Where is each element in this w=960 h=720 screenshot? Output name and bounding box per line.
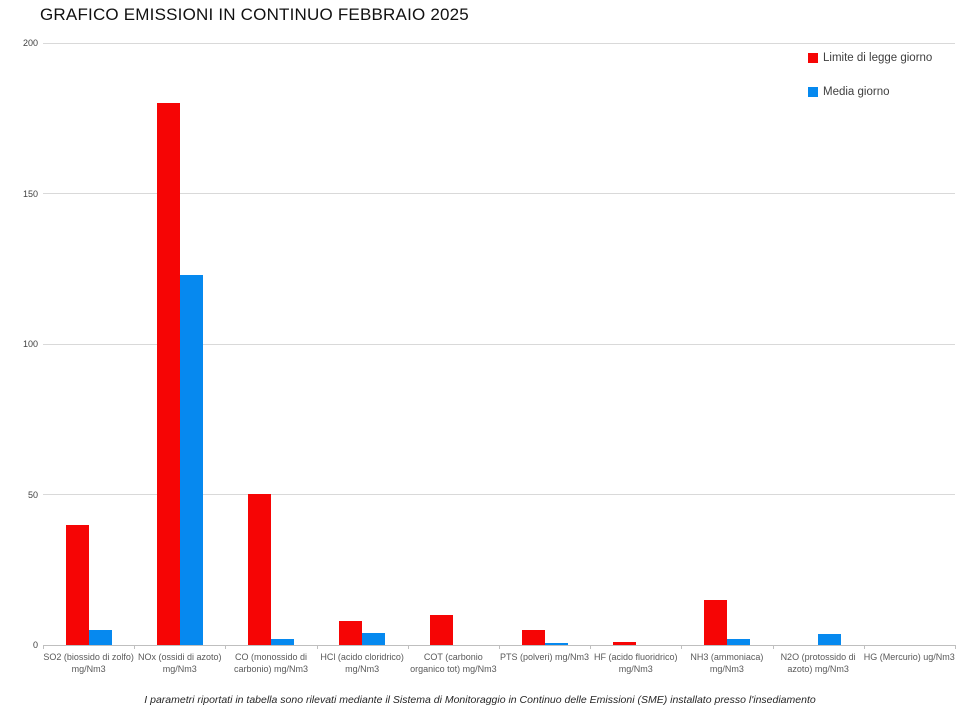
x-axis-tick xyxy=(134,645,136,649)
bar-group xyxy=(43,43,134,645)
bar-media xyxy=(88,630,112,645)
x-axis-label: PTS (polveri) mg/Nm3 xyxy=(500,652,590,662)
bar-media xyxy=(270,639,294,645)
x-axis-label: N2O (protossido di azoto) mg/Nm3 xyxy=(780,652,856,675)
bar-group xyxy=(773,43,864,645)
x-axis-label: HCl (acido cloridrico) mg/Nm3 xyxy=(320,652,404,675)
x-axis-tick xyxy=(316,645,318,649)
legend-swatch-red-icon xyxy=(808,53,818,63)
legend-item-media: Media giorno xyxy=(808,86,932,98)
bar-media xyxy=(179,275,203,645)
x-axis-tick xyxy=(499,645,500,649)
chart-title: GRAFICO EMISSIONI IN CONTINUO FEBBRAIO 2… xyxy=(40,5,469,24)
legend-label-media: Media giorno xyxy=(823,86,890,98)
y-tick-label: 150 xyxy=(22,188,38,199)
y-tick-label: 100 xyxy=(22,339,38,349)
bar-group xyxy=(864,43,955,645)
plot-area xyxy=(43,42,955,646)
x-axis-label: CO (monossido di carbonio) mg/Nm3 xyxy=(233,652,308,675)
bar-limite xyxy=(430,615,454,645)
x-axis-tick xyxy=(43,645,44,649)
legend-item-limite: Limite di legge giorno xyxy=(808,52,932,64)
gridline xyxy=(43,193,955,194)
x-axis-tick xyxy=(590,645,592,649)
x-axis-tick xyxy=(225,645,227,649)
bar-limite xyxy=(703,600,727,645)
gridline xyxy=(43,42,955,44)
footnote: I parametri riportati in tabella sono ri… xyxy=(144,694,816,706)
bar-group xyxy=(590,43,681,645)
bar-limite xyxy=(156,103,180,645)
x-axis-tick xyxy=(863,645,865,649)
bar-media xyxy=(362,633,386,645)
x-axis-label: HG (Mercurio) ug/Nm3 xyxy=(863,652,955,662)
bar-group xyxy=(408,43,499,645)
gridline xyxy=(43,343,955,345)
x-axis-label: HF (acido fluoridrico) mg/Nm3 xyxy=(593,652,678,675)
y-tick-label: 50 xyxy=(27,489,38,500)
gridline xyxy=(43,494,955,495)
legend-label-limite: Limite di legge giorno xyxy=(823,52,933,64)
x-axis-tick xyxy=(772,645,774,649)
bar-limite xyxy=(65,525,89,645)
bar-media xyxy=(818,634,842,645)
legend: Limite di legge giorno Media giorno xyxy=(808,52,932,98)
x-axis-label: COT (carbonio organico tot) mg/Nm3 xyxy=(410,652,497,675)
bar-group xyxy=(225,43,316,645)
x-axis-tick xyxy=(681,645,683,649)
bar-limite xyxy=(612,642,636,645)
x-axis-label: NH3 (ammoniaca) mg/Nm3 xyxy=(690,652,764,675)
bar-limite xyxy=(339,621,363,645)
bar-group xyxy=(681,43,772,645)
bar-group xyxy=(499,43,590,645)
bar-limite xyxy=(521,630,545,645)
legend-swatch-blue-icon xyxy=(808,87,818,97)
x-axis-label: SO2 (biossido di zolfo) mg/Nm3 xyxy=(43,652,134,675)
y-tick-label: 200 xyxy=(22,38,38,48)
bar-group xyxy=(317,43,408,645)
y-tick-label: 0 xyxy=(32,640,38,650)
bar-group xyxy=(134,43,225,645)
x-axis-tick xyxy=(955,645,956,649)
x-axis-tick xyxy=(407,645,409,649)
bar-media xyxy=(544,643,568,645)
x-axis-labels: SO2 (biossido di zolfo) mg/Nm3 NOx (ossid… xyxy=(43,651,955,675)
x-axis-label: NOx (ossidi di azoto) mg/Nm3 xyxy=(138,652,222,675)
bar-limite xyxy=(247,494,271,645)
bar-media xyxy=(726,639,750,645)
